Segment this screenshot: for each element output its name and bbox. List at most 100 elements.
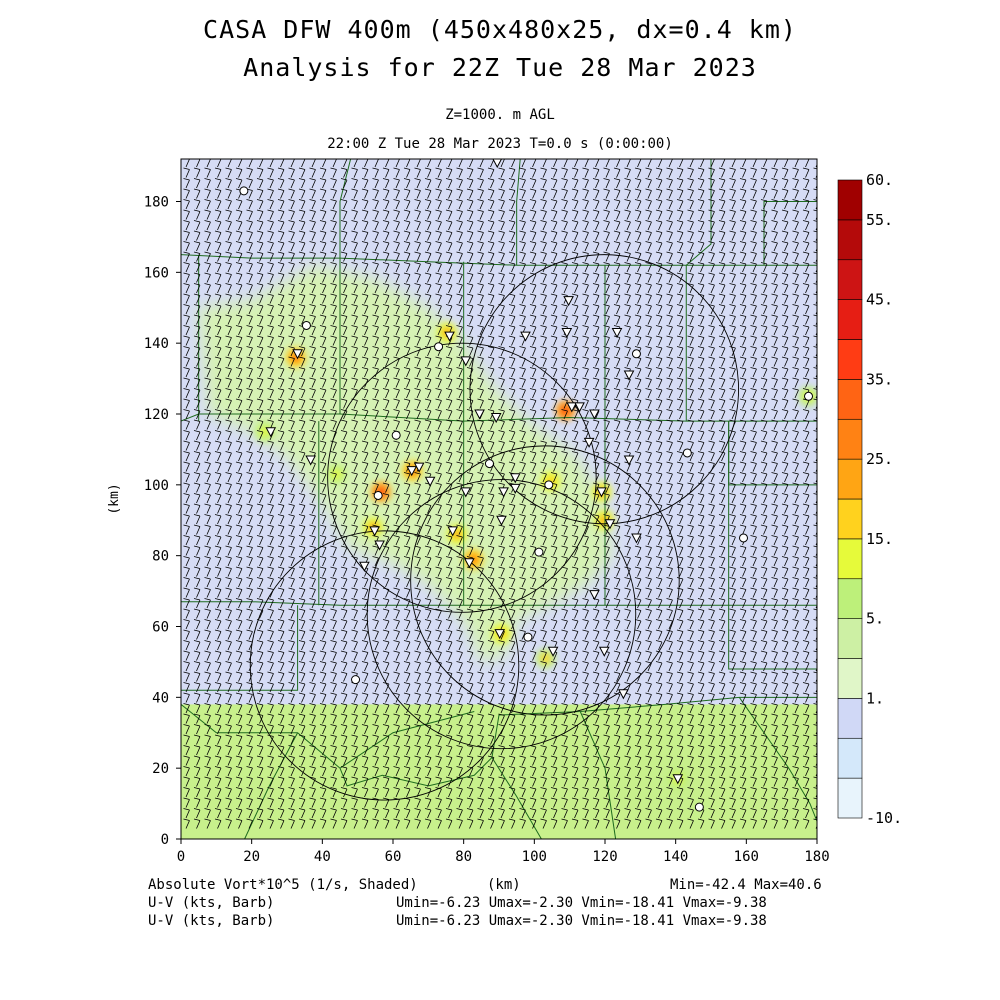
colorbar-swatch <box>837 299 863 340</box>
y-tick-label: 0 <box>161 832 169 848</box>
wind-label-1: U-V (kts, Barb) <box>148 895 275 911</box>
station-triangle-marker <box>563 296 574 307</box>
wind-barb-field <box>183 159 817 829</box>
x-tick-label: 0 <box>177 849 185 865</box>
station-triangle-marker <box>561 328 573 339</box>
station-circle-marker <box>351 675 361 685</box>
y-tick-label: 160 <box>144 265 169 281</box>
x-tick-label: 120 <box>592 849 617 865</box>
station-circle-marker <box>804 391 814 401</box>
station-triangle-marker <box>374 540 385 551</box>
station-triangle-marker <box>672 774 684 785</box>
station-triangle-marker <box>566 402 578 413</box>
colorbar-label: 55. <box>866 211 893 229</box>
plot-frame <box>180 158 818 840</box>
colorbar-label: 25. <box>866 450 893 468</box>
radar-ring <box>249 530 520 801</box>
colorbar-label: 60. <box>866 171 893 189</box>
southern-band <box>181 704 817 839</box>
station-circle-marker <box>239 186 249 196</box>
station-triangle-marker <box>444 331 455 342</box>
y-axis-label: (km) <box>107 483 122 514</box>
colorbar-swatch <box>837 418 863 460</box>
x-axis-label: (km) <box>487 877 521 893</box>
time-label: 22:00 Z Tue 28 Mar 2023 T=0.0 s (0:00:00… <box>327 136 673 152</box>
station-circle-marker <box>523 632 533 642</box>
county-line <box>181 413 817 422</box>
colorbar-swatch <box>837 777 863 819</box>
station-triangle-marker <box>474 409 485 420</box>
y-tick-label: 120 <box>144 407 169 423</box>
station-circle-marker <box>739 533 749 543</box>
y-tick-label: 180 <box>144 195 169 211</box>
colorbar-swatch <box>837 538 863 580</box>
station-triangle-marker <box>509 473 521 484</box>
colorbar-label: 45. <box>866 291 893 309</box>
min-max-readout: Min=-42.4 Max=40.6 <box>670 877 822 893</box>
radar-ring <box>366 479 637 750</box>
county-line <box>763 201 817 266</box>
level-label: Z=1000. m AGL <box>445 107 555 123</box>
colorbar-swatch <box>837 737 863 779</box>
county-line <box>181 605 299 691</box>
y-tick-label: 40 <box>152 690 169 706</box>
x-tick-label: 100 <box>522 849 547 865</box>
y-axis: 0 20 40 60 80 100 120 140 160 180 <box>144 195 181 848</box>
x-tick-label: 140 <box>663 849 688 865</box>
station-triangle-marker <box>463 558 475 569</box>
colorbar-label: 35. <box>866 370 893 388</box>
wind-barbs <box>183 159 817 829</box>
station-triangle-marker <box>509 483 521 494</box>
colorbar-swatch <box>837 219 863 261</box>
station-triangle-marker <box>498 487 509 498</box>
station-triangle-marker <box>604 519 616 530</box>
station-triangle-marker <box>460 356 472 367</box>
x-tick-label: 160 <box>734 849 759 865</box>
county-line <box>339 711 475 769</box>
station-circle-marker <box>544 480 554 490</box>
county-line <box>244 732 299 839</box>
station-triangle-marker <box>547 646 559 657</box>
station-triangle-marker <box>611 328 623 339</box>
station-triangle-marker <box>292 349 303 360</box>
chart-title: CASA DFW 400m (450x480x25, dx=0.4 km) <box>203 15 797 44</box>
x-tick-label: 20 <box>243 849 260 865</box>
station-triangle-marker <box>413 462 425 473</box>
station-circle-marker <box>484 459 494 469</box>
county-line <box>728 605 817 670</box>
county-line <box>491 696 817 758</box>
station-triangle-marker <box>494 629 506 640</box>
station-circle-marker <box>682 448 692 458</box>
county-line <box>516 159 521 266</box>
wind-stats-2: Umin=-6.23 Umax=-2.30 Vmin=-18.41 Vmax=-… <box>396 913 767 929</box>
station-triangle-marker <box>490 413 502 424</box>
wind-stats-1: Umin=-6.23 Umax=-2.30 Vmin=-18.41 Vmax=-… <box>396 895 767 911</box>
station-triangle-marker <box>447 526 459 537</box>
county-line <box>339 159 352 259</box>
y-tick-label: 100 <box>144 478 169 494</box>
county-line <box>579 711 617 839</box>
station-triangle-marker <box>369 526 380 537</box>
y-tick-label: 60 <box>152 620 169 636</box>
colorbar-swatch <box>837 458 863 500</box>
field-label: Absolute Vort*10^5 (1/s, Shaded) <box>148 877 418 893</box>
x-tick-label: 40 <box>314 849 331 865</box>
station-triangle-marker <box>460 487 472 498</box>
station-circle-marker <box>301 320 311 330</box>
colorbar-label: 5. <box>866 610 884 628</box>
station-triangle-marker <box>574 402 585 413</box>
colorbar-swatch <box>837 259 863 300</box>
y-tick-label: 140 <box>144 336 169 352</box>
x-tick-label: 80 <box>455 849 472 865</box>
station-triangle-marker <box>596 487 607 498</box>
station-triangle-marker <box>618 689 629 700</box>
station-triangle-marker <box>492 159 503 169</box>
x-tick-label: 180 <box>804 849 829 865</box>
y-tick-label: 80 <box>152 549 169 565</box>
station-circle-marker <box>391 430 401 440</box>
hotspot-core <box>540 653 551 664</box>
station-circle-marker <box>434 342 444 352</box>
colorbar-swatch <box>837 698 863 739</box>
county-line <box>738 697 817 822</box>
station-triangle-marker <box>496 515 507 526</box>
